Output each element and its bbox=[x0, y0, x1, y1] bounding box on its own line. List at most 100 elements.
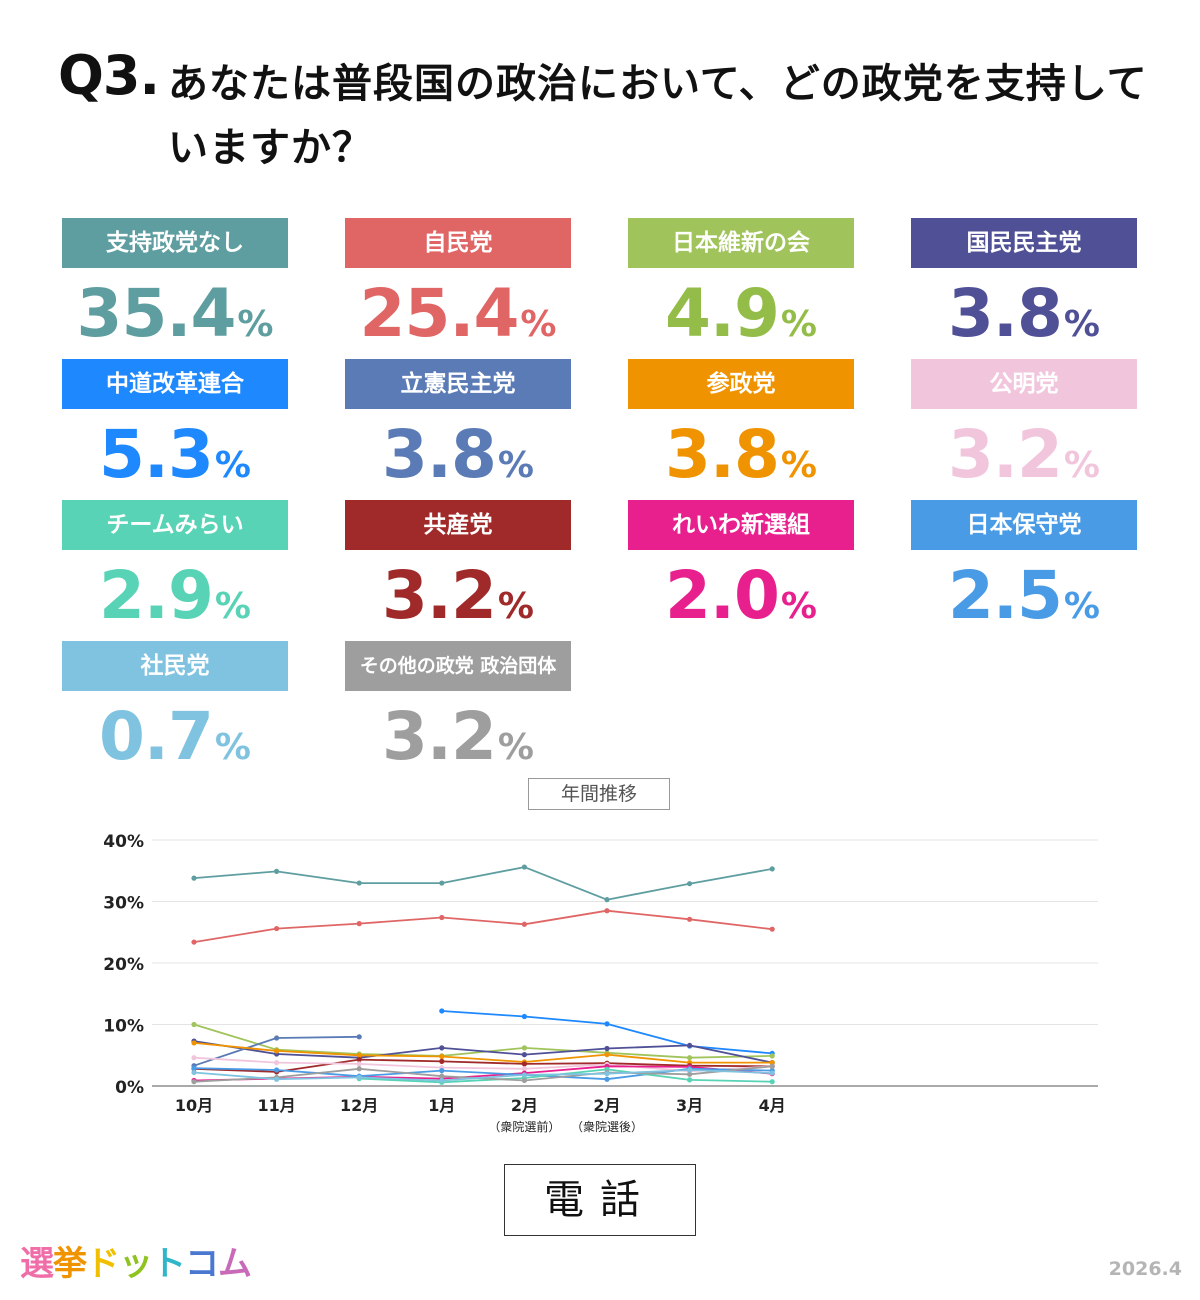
data-point bbox=[274, 1048, 280, 1054]
data-point bbox=[521, 1077, 528, 1084]
party-value: 2.0% bbox=[628, 556, 854, 636]
party-value-number: 3.8 bbox=[948, 275, 1063, 352]
party-value-number: 4.9 bbox=[665, 275, 780, 352]
party-card: れいわ新選組 2.0% bbox=[628, 500, 854, 636]
data-point bbox=[356, 1052, 362, 1058]
party-value-unit: % bbox=[214, 586, 251, 627]
party-value-unit: % bbox=[497, 727, 534, 768]
data-point bbox=[439, 1053, 445, 1060]
data-point bbox=[191, 1055, 197, 1061]
party-label: れいわ新選組 bbox=[628, 500, 854, 550]
logo-char: 選 bbox=[20, 1244, 54, 1284]
data-point bbox=[191, 875, 197, 881]
party-label: チームみらい bbox=[62, 500, 288, 550]
x-tick-label: 10月 bbox=[175, 1096, 213, 1115]
data-point bbox=[191, 1065, 197, 1071]
party-value-number: 2.5 bbox=[948, 557, 1063, 634]
party-value: 3.2% bbox=[345, 697, 571, 777]
party-value: 25.4% bbox=[345, 274, 571, 354]
party-label: 支持政党なし bbox=[62, 218, 288, 268]
trend-chart-svg: 0% 10% 20% 30% 40% 10月 11月 12月 1月 2月 （衆院選前） 2月 （衆院選後… bbox=[103, 832, 1098, 1134]
data-point bbox=[274, 1067, 280, 1073]
x-tick-label: 12月 bbox=[340, 1096, 378, 1115]
data-point bbox=[439, 1045, 445, 1051]
x-tick-label: 1月 bbox=[428, 1096, 455, 1115]
data-point bbox=[439, 1068, 445, 1074]
x-tick-label: 11月 bbox=[257, 1096, 295, 1115]
party-value-number: 3.8 bbox=[665, 416, 780, 493]
data-point bbox=[521, 921, 528, 927]
logo-char: コ bbox=[185, 1244, 219, 1284]
survey-method: 電話 bbox=[504, 1164, 696, 1236]
logo-char: ッ bbox=[119, 1244, 153, 1284]
x-tick-label: 2月 bbox=[511, 1096, 538, 1115]
party-label: 日本維新の会 bbox=[628, 218, 854, 268]
x-tick-label: 4月 bbox=[759, 1096, 786, 1115]
party-label: 中道改革連合 bbox=[62, 359, 288, 409]
x-tick-label: 3月 bbox=[676, 1096, 703, 1115]
data-point bbox=[521, 864, 528, 870]
data-point bbox=[521, 1052, 528, 1058]
data-point bbox=[604, 1076, 610, 1082]
party-card: 参政党 3.8% bbox=[628, 359, 854, 495]
party-value-number: 35.4 bbox=[76, 275, 237, 352]
data-point bbox=[439, 1058, 445, 1064]
party-label: 公明党 bbox=[911, 359, 1137, 409]
series-line bbox=[191, 864, 775, 903]
party-value: 3.8% bbox=[628, 415, 854, 495]
party-value-unit: % bbox=[1063, 586, 1100, 627]
data-point bbox=[687, 1055, 693, 1061]
data-point bbox=[604, 1071, 610, 1077]
data-point bbox=[356, 1061, 362, 1067]
party-value: 3.2% bbox=[911, 415, 1137, 495]
trend-chart: 0% 10% 20% 30% 40% 10月 11月 12月 1月 2月 （衆院選前） 2月 （衆院選後… bbox=[0, 820, 1200, 1140]
party-value: 3.8% bbox=[345, 415, 571, 495]
logo-char: ド bbox=[86, 1244, 120, 1284]
party-card: 公明党 3.2% bbox=[911, 359, 1137, 495]
data-point bbox=[191, 1069, 197, 1076]
party-card: 支持政党なし 35.4% bbox=[62, 218, 288, 354]
data-point bbox=[604, 1021, 610, 1027]
survey-date: 2026.4 bbox=[1108, 1258, 1182, 1280]
data-point bbox=[769, 1060, 775, 1066]
site-logo: 選挙ドットコム bbox=[20, 1236, 252, 1285]
data-point bbox=[769, 1063, 775, 1069]
series-path bbox=[193, 1040, 773, 1064]
data-point bbox=[191, 1040, 197, 1046]
series-path bbox=[193, 1042, 773, 1064]
series-path bbox=[193, 1023, 773, 1059]
logo-char: 挙 bbox=[53, 1244, 87, 1284]
data-point bbox=[769, 866, 775, 872]
data-point bbox=[356, 921, 362, 927]
party-value: 5.3% bbox=[62, 415, 288, 495]
party-card: 社民党 0.7% bbox=[62, 641, 288, 777]
party-value: 3.2% bbox=[345, 556, 571, 636]
party-card: 日本維新の会 4.9% bbox=[628, 218, 854, 354]
party-card: 自民党 25.4% bbox=[345, 218, 571, 354]
data-point bbox=[356, 1034, 362, 1040]
party-value-number: 3.2 bbox=[382, 557, 497, 634]
party-value-number: 3.8 bbox=[382, 416, 497, 493]
party-label: 日本保守党 bbox=[911, 500, 1137, 550]
data-point bbox=[687, 916, 693, 922]
data-point bbox=[521, 1045, 528, 1051]
party-value-unit: % bbox=[780, 445, 817, 486]
y-tick-label: 0% bbox=[115, 1078, 144, 1098]
data-point bbox=[191, 1079, 197, 1085]
series-line bbox=[191, 1067, 775, 1084]
party-value-unit: % bbox=[520, 304, 557, 345]
data-point bbox=[604, 908, 610, 914]
data-point bbox=[687, 1077, 693, 1083]
logo-char: ム bbox=[218, 1244, 252, 1284]
party-value: 3.8% bbox=[911, 274, 1137, 354]
data-point bbox=[687, 1042, 693, 1049]
data-point bbox=[439, 880, 445, 886]
party-label: 共産党 bbox=[345, 500, 571, 550]
party-value-number: 2.0 bbox=[665, 557, 780, 634]
y-tick-label: 20% bbox=[103, 955, 144, 975]
party-value-number: 0.7 bbox=[99, 698, 214, 775]
x-tick-note: （衆院選後） bbox=[571, 1120, 643, 1134]
data-point bbox=[439, 1008, 445, 1014]
data-point bbox=[769, 926, 775, 932]
data-point bbox=[769, 1053, 775, 1059]
